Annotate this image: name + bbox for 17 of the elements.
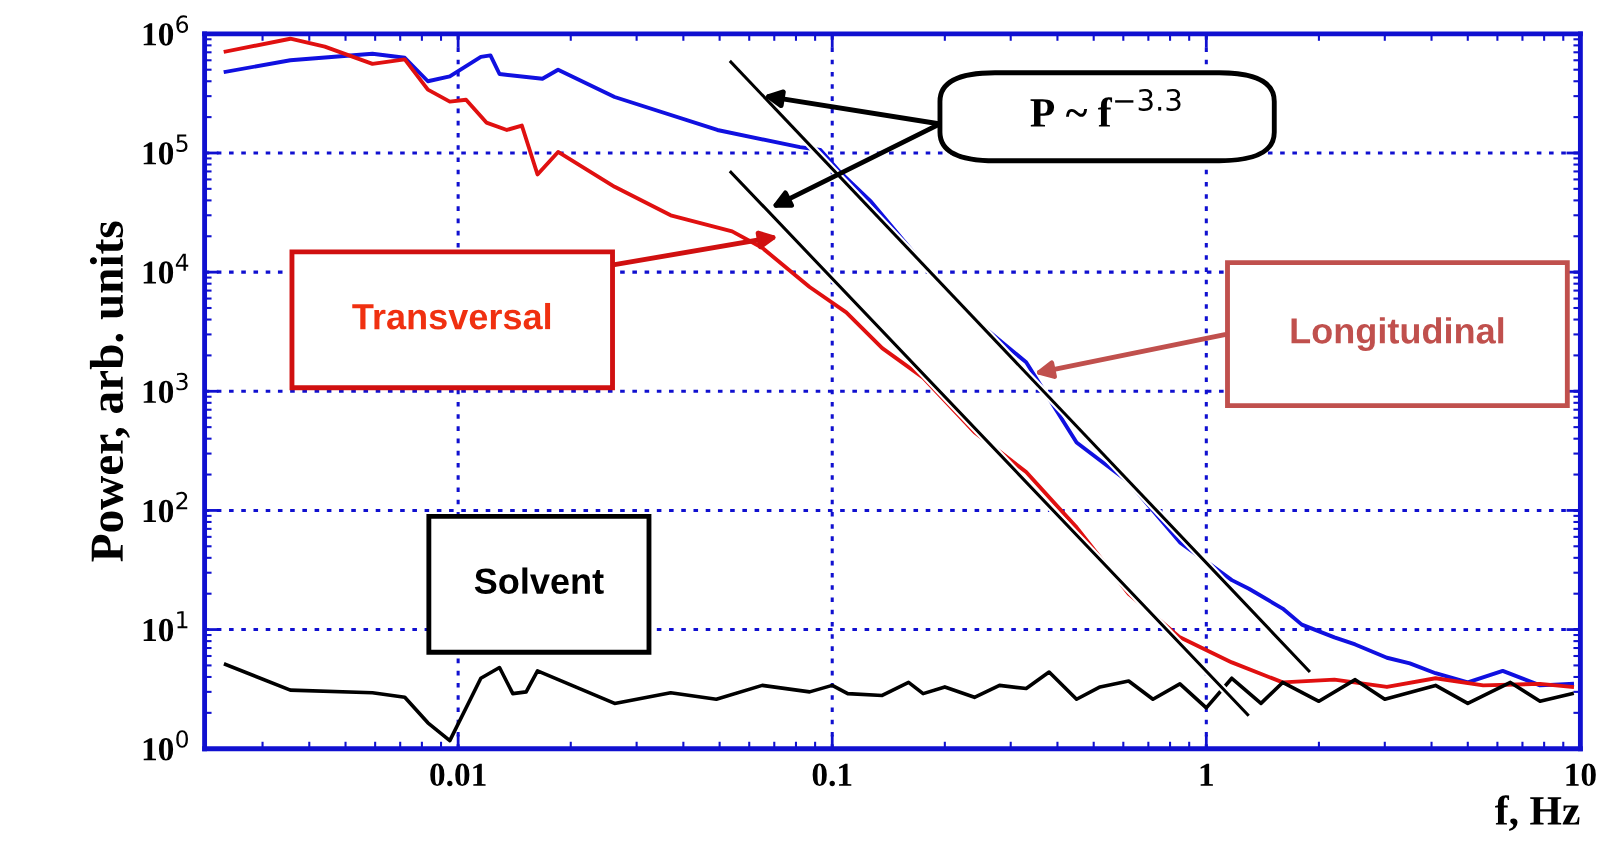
y-tick-label: 10$^{1}$ bbox=[143, 611, 188, 642]
y-tick-label: 10$^{2}$ bbox=[143, 491, 188, 523]
y-tick-label: 10$^{3}$ bbox=[143, 372, 188, 404]
annotation: P ~ f$^{−3.3}$ bbox=[1030, 88, 1181, 127]
annotation: Solvent bbox=[474, 567, 604, 594]
y-tick-label: 10$^{0}$ bbox=[143, 730, 188, 761]
annotation: Transversal bbox=[352, 302, 551, 330]
y-tick-label: 10$^{4}$ bbox=[143, 253, 189, 284]
x-tick-label: 1 bbox=[1200, 763, 1213, 786]
x-axis-title: f, Hz bbox=[1495, 795, 1580, 831]
y-axis-title: Power, arb. units bbox=[89, 221, 130, 562]
annotation: Longitudinal bbox=[1291, 317, 1504, 351]
x-tick-label: 0.01 bbox=[430, 763, 486, 787]
x-tick-label: 10 bbox=[1566, 763, 1596, 787]
x-tick-label: 0.1 bbox=[812, 763, 852, 787]
y-tick-label: 10$^{5}$ bbox=[143, 134, 188, 165]
y-tick-label: 10$^{6}$ bbox=[143, 15, 189, 46]
